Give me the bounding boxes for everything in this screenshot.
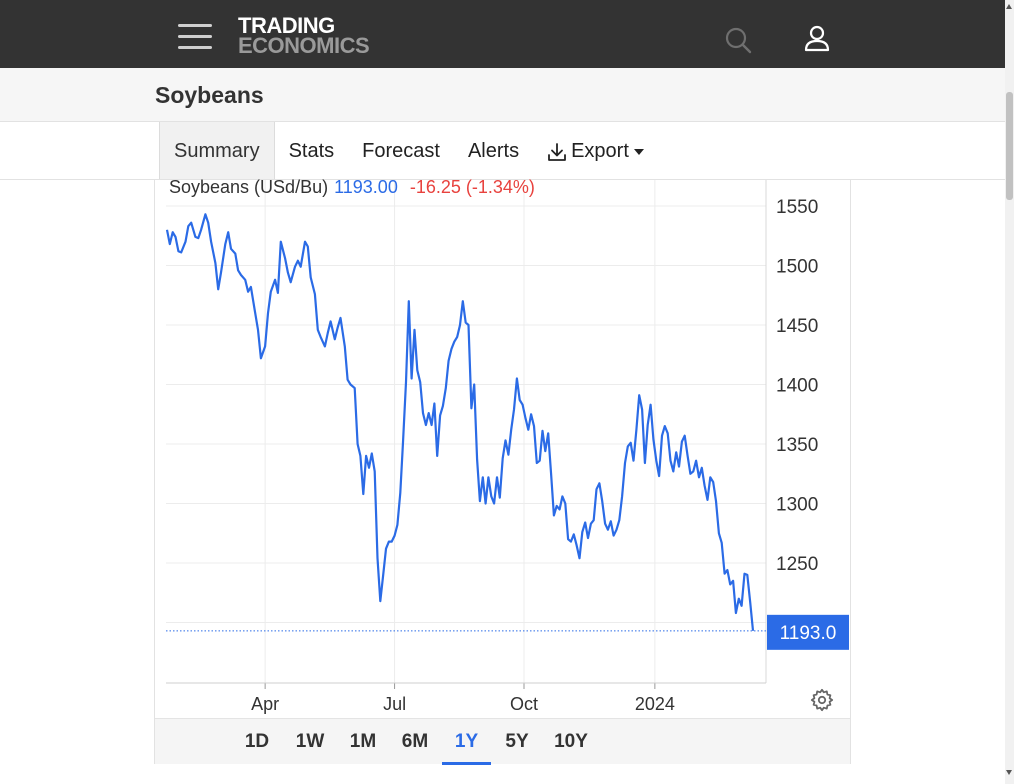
y-tick-label: 1550 (776, 197, 818, 218)
y-tick-label: 1450 (776, 316, 818, 337)
range-6m-button[interactable]: 6M (401, 731, 429, 752)
x-tick-label: Jul (383, 694, 406, 714)
search-icon[interactable] (724, 26, 752, 54)
y-tick-label: 1250 (776, 554, 818, 575)
legend-price: 1193.00 (334, 177, 398, 197)
range-1m-button[interactable]: 1M (349, 731, 377, 752)
logo-line2: ECONOMICS (238, 33, 370, 58)
logo[interactable]: TRADING ECONOMICS (238, 13, 370, 58)
user-icon[interactable] (804, 24, 830, 52)
range-selector: 1D 1W 1M 6M 1Y 5Y 10Y (155, 718, 850, 765)
tab-alerts[interactable]: Alerts (467, 140, 520, 162)
y-tick-label: 1350 (776, 435, 818, 456)
y-tick-label: 1400 (776, 376, 818, 397)
tab-export-label: Export (571, 140, 629, 162)
scrollbar-track[interactable] (1005, 0, 1014, 784)
range-1w-button[interactable]: 1W (295, 731, 325, 752)
tab-summary[interactable]: Summary (159, 122, 275, 180)
y-tick-label: 1500 (776, 257, 818, 278)
range-1y-button[interactable]: 1Y (442, 719, 491, 765)
scrollbar-thumb[interactable] (1006, 92, 1013, 200)
x-tick-label: Oct (510, 694, 538, 714)
hamburger-menu-icon[interactable] (178, 24, 212, 50)
range-1d-button[interactable]: 1D (244, 731, 270, 752)
top-header (0, 0, 1005, 68)
gear-icon[interactable] (810, 688, 834, 712)
x-tick-label: Apr (251, 694, 279, 714)
x-tick-label: 2024 (635, 694, 675, 714)
tab-forecast[interactable]: Forecast (362, 140, 440, 162)
range-10y-button[interactable]: 10Y (554, 731, 588, 752)
page-title: Soybeans (155, 82, 264, 108)
scroll-down-icon[interactable] (1006, 770, 1012, 775)
range-5y-button[interactable]: 5Y (505, 731, 529, 752)
chart-legend: Soybeans (USd/Bu) 1193.00 -16.25 (-1.34%) (169, 177, 535, 198)
scroll-up-icon[interactable] (1006, 4, 1012, 9)
download-icon (548, 142, 566, 161)
last-value-badge (767, 614, 849, 650)
y-tick-label: 1300 (776, 495, 818, 516)
last-value-label: 1193.0 (780, 623, 837, 644)
tab-export[interactable]: Export (533, 122, 658, 180)
tab-bar: Summary Stats Forecast Alerts Export (159, 122, 658, 180)
series-line (165, 213, 755, 631)
logo-line1: TRADING (238, 13, 335, 38)
tab-stats[interactable]: Stats (288, 140, 335, 162)
legend-series-name: Soybeans (USd/Bu) (169, 177, 329, 197)
legend-change: -16.25 (-1.34%) (409, 177, 535, 197)
divider (0, 179, 1005, 180)
chevron-down-icon (633, 148, 644, 155)
title-bar (0, 68, 1005, 122)
